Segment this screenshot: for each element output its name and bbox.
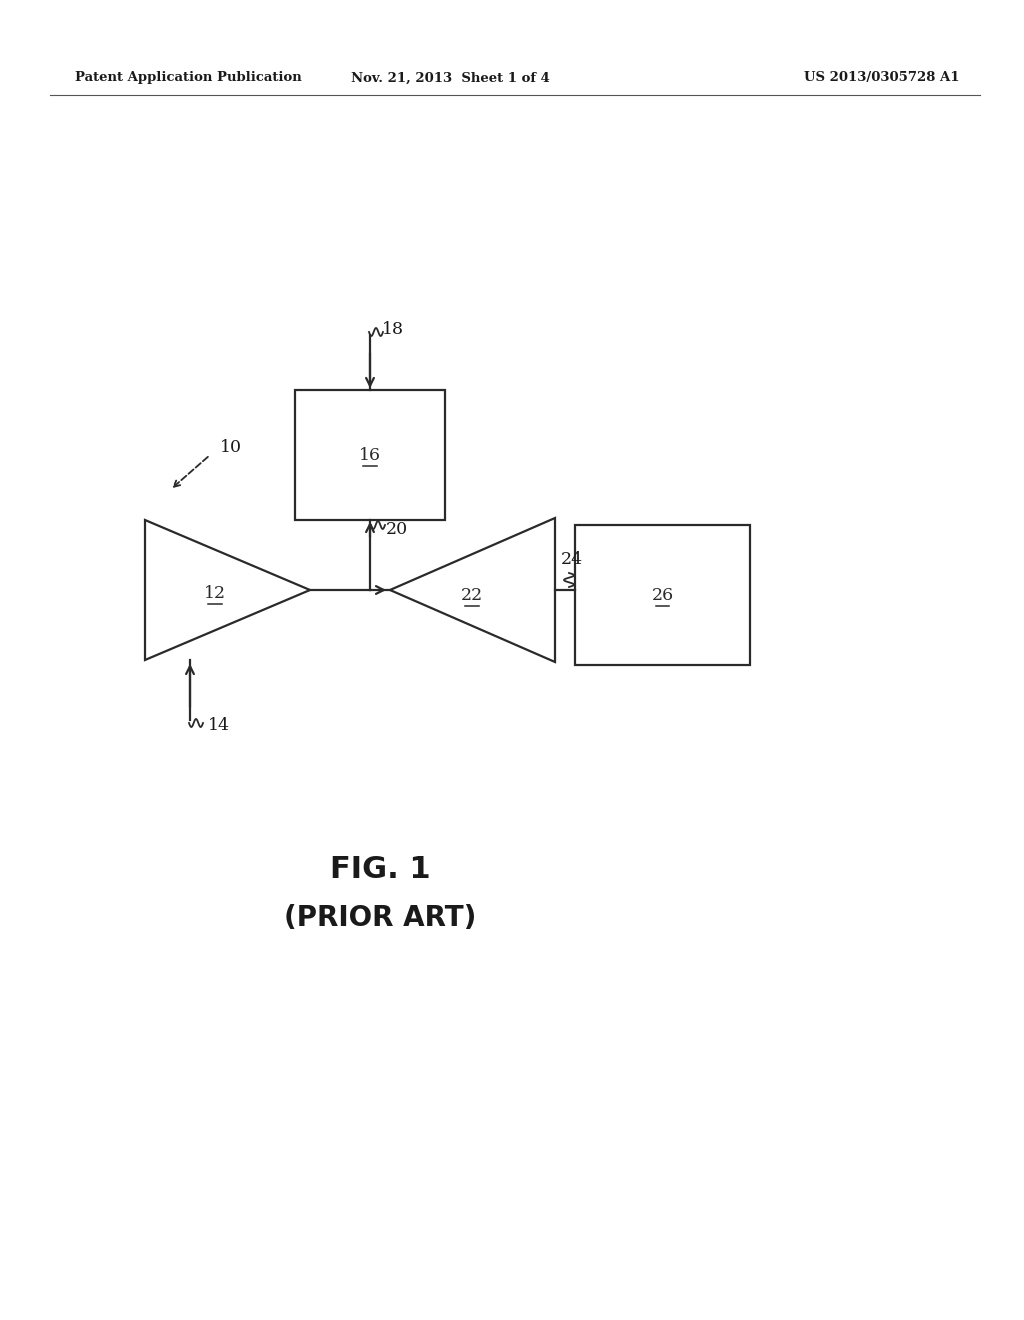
Text: 14: 14 <box>208 717 230 734</box>
Bar <box>295 389 445 520</box>
Text: 24: 24 <box>561 552 583 569</box>
Text: 12: 12 <box>204 585 226 602</box>
Text: 22: 22 <box>461 586 483 603</box>
Text: 16: 16 <box>359 446 381 463</box>
Text: 10: 10 <box>220 440 242 457</box>
Text: FIG. 1: FIG. 1 <box>330 855 430 884</box>
Text: US 2013/0305728 A1: US 2013/0305728 A1 <box>805 71 961 84</box>
Text: 26: 26 <box>651 586 674 603</box>
Text: 18: 18 <box>382 322 404 338</box>
Text: Nov. 21, 2013  Sheet 1 of 4: Nov. 21, 2013 Sheet 1 of 4 <box>350 71 550 84</box>
Bar <box>575 525 750 665</box>
Text: (PRIOR ART): (PRIOR ART) <box>284 904 476 932</box>
Text: Patent Application Publication: Patent Application Publication <box>75 71 302 84</box>
Text: 20: 20 <box>386 521 409 539</box>
